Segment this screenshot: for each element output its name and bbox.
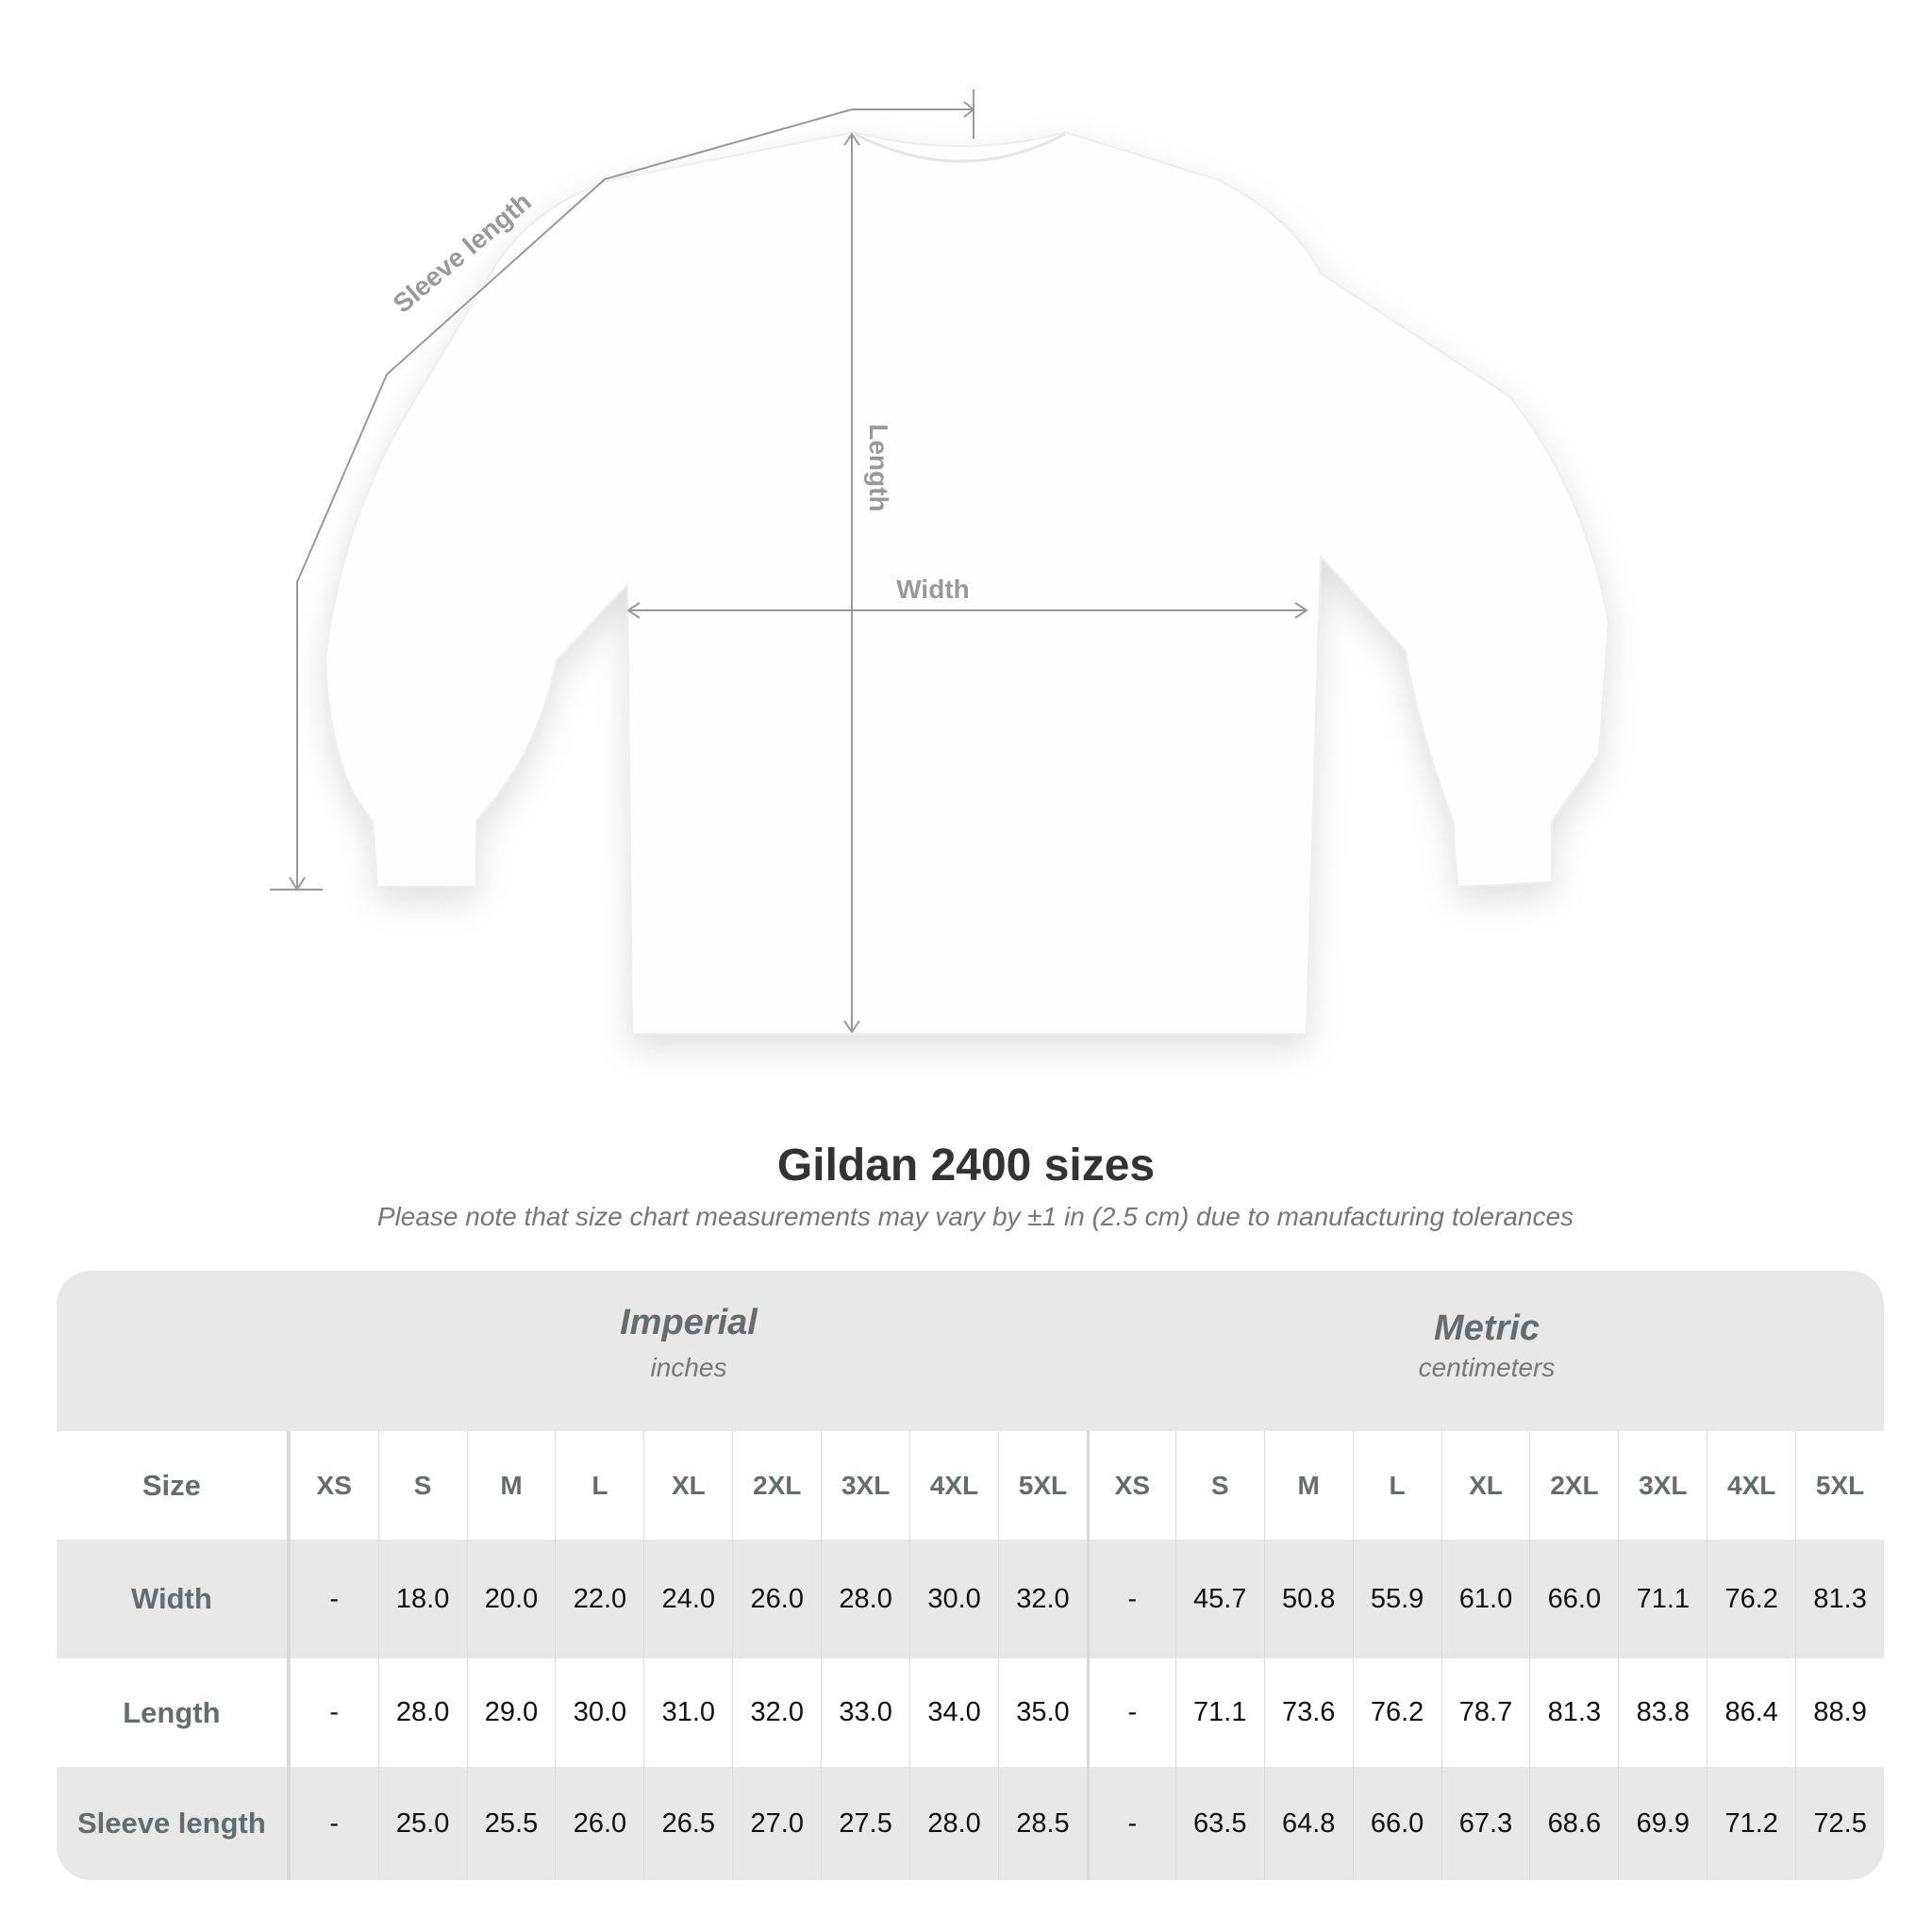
- imperial-value-cell: 30.0: [909, 1540, 998, 1658]
- metric-value-cell: 76.2: [1352, 1658, 1441, 1767]
- imperial-value-cell: 26.0: [555, 1767, 643, 1880]
- metric-value-cell: -: [1086, 1540, 1175, 1658]
- metric-title: Metric: [1434, 1308, 1540, 1348]
- row-label: Width: [57, 1540, 290, 1658]
- metric-value-cell: 76.2: [1707, 1540, 1795, 1658]
- shirt-diagram: Sleeve length Length Width: [270, 90, 1610, 1035]
- metric-value-cell: 71.1: [1174, 1658, 1264, 1767]
- metric-value-cell: 71.2: [1707, 1767, 1795, 1880]
- page-title: Gildan 2400 sizes: [776, 1141, 1156, 1191]
- metric-header: Metric centimeters: [1088, 1271, 1884, 1431]
- metric-size-header: S: [1174, 1431, 1264, 1540]
- metric-value-cell: 55.9: [1352, 1540, 1441, 1658]
- tolerance-note: Please note that size chart measurements…: [376, 1202, 1574, 1231]
- table-row: Width -18.0 20.0 22.0 24.0 26.0 28.0 30.0 32.0-4…: [57, 1540, 1884, 1658]
- metric-value-cell: 50.8: [1263, 1540, 1353, 1658]
- metric-size-header: 3XL: [1618, 1431, 1707, 1540]
- size-header-label: Size: [57, 1431, 290, 1540]
- metric-size-header: L: [1352, 1431, 1441, 1540]
- metric-size-header: 4XL: [1707, 1431, 1795, 1540]
- metric-value-cell: 78.7: [1441, 1658, 1530, 1767]
- imperial-header: Imperial inches: [290, 1271, 1088, 1431]
- metric-value-cell: 81.3: [1529, 1658, 1618, 1767]
- metric-value-cell: 67.3: [1441, 1767, 1530, 1880]
- imperial-value-cell: 28.5: [998, 1767, 1087, 1880]
- width-label: Width: [896, 575, 970, 604]
- imperial-value-cell: -: [289, 1540, 378, 1658]
- imperial-value-cell: 28.0: [377, 1658, 467, 1767]
- imperial-value-cell: 18.0: [377, 1540, 467, 1658]
- imperial-size-header: L: [555, 1431, 643, 1540]
- imperial-size-header: 2XL: [732, 1431, 821, 1540]
- imperial-value-cell: 27.0: [732, 1767, 821, 1880]
- row-label: Length: [57, 1658, 290, 1767]
- imperial-size-header: XL: [643, 1431, 732, 1540]
- sleeve-length-line: [296, 108, 974, 890]
- imperial-value-cell: 22.0: [555, 1540, 643, 1658]
- imperial-value-cell: 26.5: [643, 1767, 732, 1880]
- metric-value-cell: 66.0: [1352, 1767, 1441, 1880]
- imperial-size-header: M: [466, 1431, 556, 1540]
- metric-value-cell: 72.5: [1795, 1767, 1884, 1880]
- imperial-size-header: S: [377, 1431, 467, 1540]
- imperial-value-cell: 34.0: [909, 1658, 998, 1767]
- imperial-value-cell: 28.0: [821, 1540, 909, 1658]
- metric-size-header: 2XL: [1529, 1431, 1618, 1540]
- imperial-unit: inches: [650, 1353, 727, 1382]
- metric-size-header: XL: [1441, 1431, 1530, 1540]
- length-label: Length: [864, 424, 893, 511]
- metric-size-header: M: [1263, 1431, 1353, 1540]
- imperial-value-cell: 30.0: [555, 1658, 643, 1767]
- imperial-value-cell: -: [289, 1767, 378, 1880]
- size-table: Imperial inches Metric centimeters Size X…: [57, 1271, 1884, 1880]
- metric-value-cell: -: [1086, 1658, 1175, 1767]
- metric-value-cell: 86.4: [1707, 1658, 1795, 1767]
- metric-value-cell: 68.6: [1529, 1767, 1618, 1880]
- imperial-title: Imperial: [620, 1303, 758, 1342]
- metric-value-cell: 73.6: [1263, 1658, 1353, 1767]
- imperial-size-header: 4XL: [909, 1431, 998, 1540]
- long-sleeve-shirt-image: [324, 130, 1610, 1035]
- metric-value-cell: 83.8: [1618, 1658, 1707, 1767]
- metric-value-cell: 61.0: [1441, 1540, 1530, 1658]
- table-row: Sleeve length -25.0 25.5 26.0 26.5 27.0 27.5 28…: [57, 1767, 1884, 1880]
- imperial-size-header: 3XL: [821, 1431, 909, 1540]
- imperial-size-header: 5XL: [998, 1431, 1087, 1540]
- metric-value-cell: 66.0: [1529, 1540, 1618, 1658]
- imperial-value-cell: 28.0: [909, 1767, 998, 1880]
- metric-unit: centimeters: [1418, 1353, 1556, 1382]
- size-header-row: Size XS S M L XL 2XL 3XL 4XL 5XL XS S M L XL 2XL 3XL 4XL 5…: [57, 1431, 1884, 1540]
- metric-size-header: XS: [1086, 1431, 1175, 1540]
- imperial-value-cell: 24.0: [643, 1540, 732, 1658]
- imperial-size-header: XS: [289, 1431, 378, 1540]
- metric-size-header: 5XL: [1795, 1431, 1884, 1540]
- metric-value-cell: 45.7: [1174, 1540, 1264, 1658]
- metric-value-cell: 71.1: [1618, 1540, 1707, 1658]
- imperial-value-cell: 35.0: [998, 1658, 1087, 1767]
- imperial-value-cell: 31.0: [643, 1658, 732, 1767]
- metric-value-cell: 88.9: [1795, 1658, 1884, 1767]
- table-row: Length -28.0 29.0 30.0 31.0 32.0 33.0 34.0 35.0-…: [57, 1658, 1884, 1767]
- metric-value-cell: -: [1086, 1767, 1175, 1880]
- metric-value-cell: 81.3: [1795, 1540, 1884, 1658]
- metric-value-cell: 69.9: [1618, 1767, 1707, 1880]
- imperial-value-cell: 29.0: [466, 1658, 556, 1767]
- imperial-value-cell: 33.0: [821, 1658, 909, 1767]
- row-label: Sleeve length: [57, 1767, 290, 1880]
- imperial-value-cell: 25.0: [377, 1767, 467, 1880]
- imperial-value-cell: 27.5: [821, 1767, 909, 1880]
- imperial-value-cell: 32.0: [732, 1658, 821, 1767]
- metric-value-cell: 64.8: [1263, 1767, 1353, 1880]
- metric-value-cell: 63.5: [1174, 1767, 1264, 1880]
- imperial-value-cell: 25.5: [466, 1767, 556, 1880]
- imperial-value-cell: 20.0: [466, 1540, 556, 1658]
- imperial-value-cell: -: [289, 1658, 378, 1767]
- imperial-value-cell: 26.0: [732, 1540, 821, 1658]
- measurement-lines: [270, 90, 1308, 1034]
- imperial-value-cell: 32.0: [998, 1540, 1087, 1658]
